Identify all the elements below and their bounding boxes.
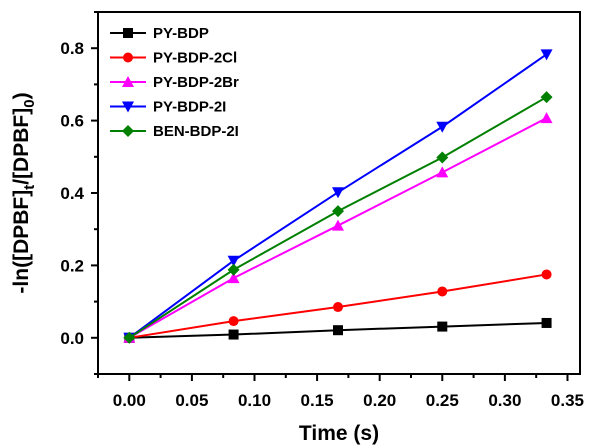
legend-item: PY-BDP-2Cl (110, 50, 237, 67)
data-point (540, 49, 553, 61)
data-point (540, 91, 553, 104)
y-tick-label: 0.0 (60, 329, 84, 348)
data-point (437, 286, 448, 297)
data-point (436, 121, 449, 133)
legend-label: BEN-BDP-2I (153, 123, 239, 140)
legend-marker (122, 101, 134, 113)
x-tick-label: 0.00 (113, 391, 146, 410)
legend-label: PY-BDP-2Br (153, 74, 239, 91)
data-point (332, 302, 343, 313)
series (123, 91, 553, 344)
data-point (227, 263, 240, 276)
y-tick-label: 0.4 (60, 184, 84, 203)
legend-item: PY-BDP-2Br (110, 74, 239, 91)
legend-item: BEN-BDP-2I (110, 123, 239, 140)
legend-marker (123, 28, 133, 38)
x-axis-title: Time (s) (299, 422, 379, 445)
x-tick-label: 0.05 (175, 391, 208, 410)
data-point (227, 272, 240, 284)
x-tick-label: 0.25 (426, 391, 459, 410)
x-tick-label: 0.20 (363, 391, 396, 410)
legend-item: PY-BDP (110, 25, 209, 42)
legend-marker (122, 125, 134, 137)
x-tick-label: 0.30 (488, 391, 521, 410)
legend-label: PY-BDP-2I (153, 99, 226, 116)
data-point (331, 187, 344, 199)
series (124, 269, 552, 343)
legend-marker (122, 76, 134, 87)
y-tick-label: 0.8 (60, 39, 84, 58)
y-axis-title-part: /[DPBF] (10, 108, 33, 185)
y-tick-label: 0.6 (60, 112, 84, 131)
y-axis-title-part: ) (10, 92, 33, 99)
data-point (540, 112, 553, 124)
x-tick-label: 0.10 (238, 391, 271, 410)
data-point (123, 331, 136, 344)
legend-label: PY-BDP-2Cl (153, 50, 237, 67)
legend-label: PY-BDP (153, 25, 209, 42)
series (124, 317, 552, 343)
data-point (437, 321, 448, 332)
legend-marker (123, 52, 133, 63)
y-axis-title-subscript: 0 (21, 99, 38, 107)
data-point (436, 166, 449, 178)
axes: 0.00 0.05 0.10 0.15 0.20 0.25 0.30 0.35 0.0 0.2 0.… (60, 11, 584, 410)
y-axis-title-subscript: t (21, 185, 38, 190)
data-point (436, 151, 449, 164)
data-point (332, 325, 343, 336)
legend-item: PY-BDP-2I (110, 99, 226, 116)
data-point (541, 317, 552, 328)
data-point (331, 219, 344, 231)
data-point (228, 316, 239, 327)
legend: PY-BDP PY-BDP-2Cl PY-BDP-2Br PY-BDP-2I BEN-B… (110, 25, 239, 140)
x-tick-label: 0.15 (301, 391, 334, 410)
series-layer (123, 49, 553, 344)
data-point (227, 255, 240, 267)
y-axis-title: -ln([DPBF]t/[DPBF]0) (10, 92, 38, 293)
x-tick-label: 0.35 (551, 391, 584, 410)
data-point (541, 269, 552, 280)
y-axis-title-part: -ln([DPBF] (10, 190, 33, 294)
y-tick-label: 0.2 (60, 256, 84, 275)
data-point (228, 329, 239, 340)
data-point (331, 205, 344, 218)
